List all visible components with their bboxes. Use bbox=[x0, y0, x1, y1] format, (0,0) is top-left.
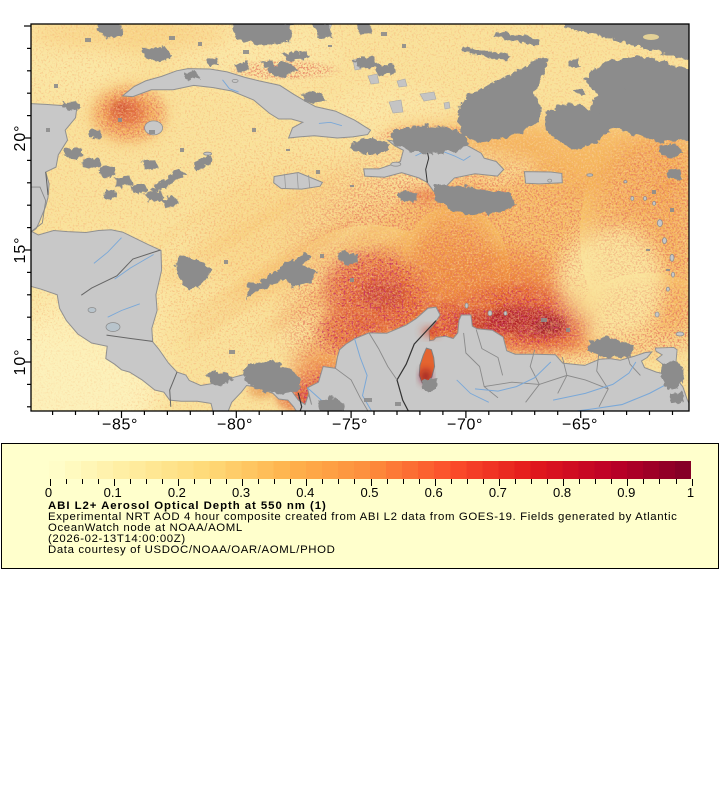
svg-text:−80°: −80° bbox=[217, 417, 253, 434]
svg-text:−85°: −85° bbox=[102, 417, 138, 434]
svg-text:15°: 15° bbox=[12, 237, 29, 264]
svg-text:10°: 10° bbox=[12, 349, 29, 376]
svg-text:−70°: −70° bbox=[447, 417, 483, 434]
svg-text:−65°: −65° bbox=[562, 417, 598, 434]
svg-text:−75°: −75° bbox=[332, 417, 368, 434]
svg-text:20°: 20° bbox=[12, 125, 29, 152]
